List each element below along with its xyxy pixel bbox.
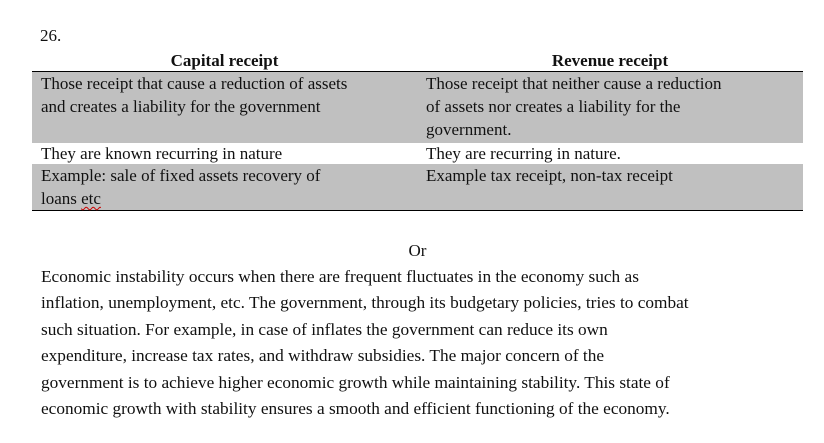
revenue-cell: Example tax receipt, non-tax receipt [426,166,673,185]
cell-line: Those receipt that cause a reduction of … [41,74,348,93]
cell-line: government. [426,120,512,139]
cell-line: and creates a liability for the governme… [41,97,321,116]
header-capital-receipt: Capital receipt [170,51,279,70]
table-row: Those receipt that cause a reduction of … [32,72,803,143]
capital-cell: Those receipt that cause a reduction of … [32,72,417,143]
paragraph-line: inflation, unemployment, etc. The govern… [41,293,689,313]
spellcheck-flagged-word: etc [81,189,101,208]
capital-cell: Example: sale of fixed assets recovery o… [32,164,417,210]
capital-cell: They are known recurring in nature [41,144,283,163]
header-revenue-receipt: Revenue receipt [551,51,669,70]
cell-line: loans etc [41,187,411,210]
revenue-cell: They are recurring in nature. [426,144,621,163]
cell-line: of assets nor creates a liability for th… [426,97,681,116]
comparison-table: Capital receipt Revenue receipt Those re… [32,50,803,211]
question-number: 26. [40,26,62,45]
cell-line: Those receipt that neither cause a reduc… [426,74,722,93]
paragraph-line: expenditure, increase tax rates, and wit… [41,346,605,366]
paragraph-line: Economic instability occurs when there a… [41,267,639,286]
table-row: They are known recurring in nature They … [32,143,803,164]
cell-text: loans [41,189,82,208]
paragraph-line: government is to achieve higher economic… [41,372,670,392]
revenue-cell: Those receipt that neither cause a reduc… [417,72,803,143]
table-row: Example: sale of fixed assets recovery o… [32,164,803,211]
answer-paragraph: Economic instability occurs when there a… [41,264,811,422]
table-header-row: Capital receipt Revenue receipt [32,50,803,72]
or-separator: Or [408,241,427,260]
cell-line: Example: sale of fixed assets recovery o… [41,166,321,185]
paragraph-line: such situation. For example, in case of … [41,319,608,339]
paragraph-line: economic growth with stability ensures a… [41,399,670,419]
